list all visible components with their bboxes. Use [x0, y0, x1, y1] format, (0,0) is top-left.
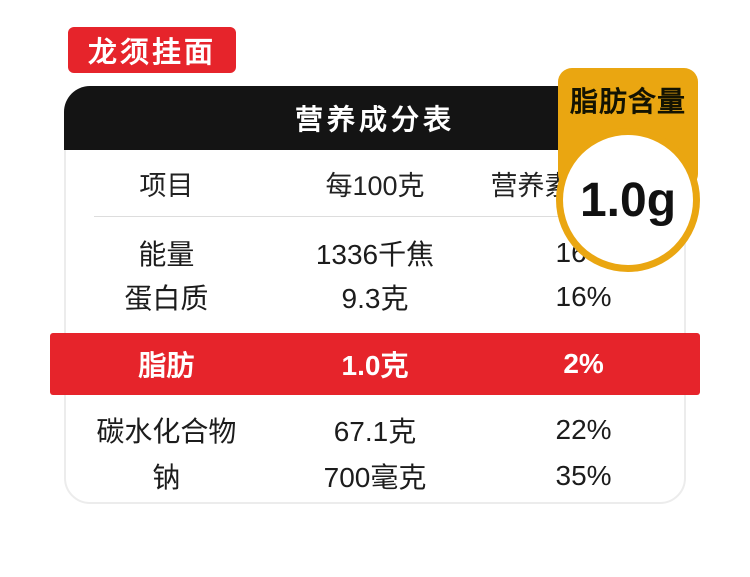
row-per-100g-value: 1.0克: [341, 350, 409, 381]
table-row-sodium: 钠 700毫克 35%: [66, 453, 684, 499]
row-nrv-value: 2%: [563, 348, 604, 379]
fat-callout-title: 脂肪含量: [569, 86, 686, 117]
product-title-label: 龙须挂面: [88, 37, 217, 69]
header-divider: [94, 216, 656, 217]
fat-callout-badge: 脂肪含量 1.0g: [556, 68, 700, 272]
table-row-energy: 能量 1336千焦 16%: [66, 231, 684, 275]
column-header-item: 项目: [139, 170, 194, 201]
table-row-fat-highlighted: 脂肪 1.0克 2%: [50, 333, 700, 395]
product-title-badge: 龙须挂面: [68, 27, 237, 73]
table-row-protein: 蛋白质 9.3克 16%: [66, 275, 684, 319]
row-per-100g-value: 67.1克: [333, 416, 417, 447]
row-nrv-value: 22%: [555, 414, 612, 445]
row-per-100g-value: 1336千焦: [315, 239, 435, 270]
fat-callout-ring: 1.0g: [556, 128, 700, 272]
row-label: 脂肪: [138, 350, 195, 381]
row-label: 钠: [152, 462, 181, 493]
row-per-100g-value: 9.3克: [341, 283, 409, 314]
row-nrv-value: 35%: [555, 460, 612, 491]
column-header-per-100g: 每100克: [325, 170, 425, 201]
row-label: 蛋白质: [124, 283, 209, 314]
row-label: 能量: [138, 239, 195, 270]
fat-callout-value-circle: 1.0g: [563, 135, 693, 265]
table-row-carbohydrate: 碳水化合物 67.1克 22%: [66, 407, 684, 453]
table-title: 营养成分表: [294, 104, 455, 135]
row-nrv-value: 16%: [555, 281, 612, 312]
row-label: 碳水化合物: [96, 416, 237, 447]
row-per-100g-value: 700毫克: [323, 462, 427, 493]
fat-callout-value: 1.0g: [579, 173, 677, 227]
